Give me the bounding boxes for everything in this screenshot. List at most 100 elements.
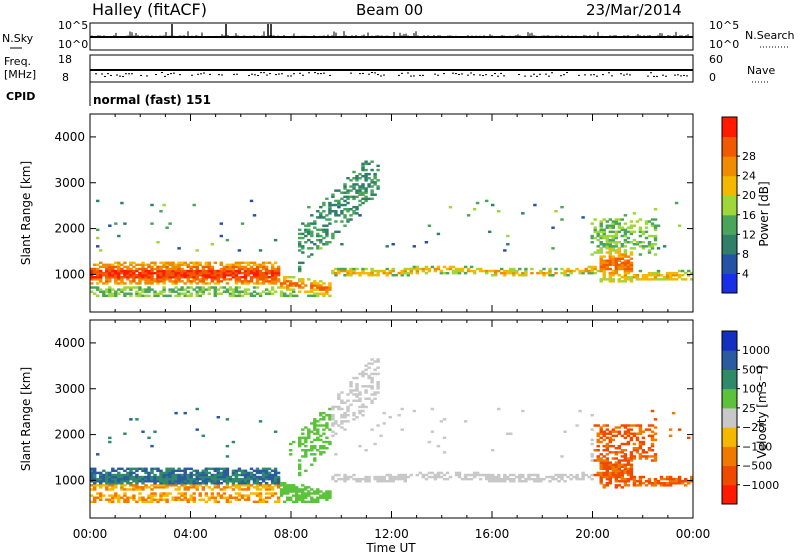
heatmap-cell xyxy=(183,498,187,501)
heatmap-cell xyxy=(605,259,610,262)
heatmap-cell xyxy=(231,477,236,481)
heatmap-cell xyxy=(617,259,622,262)
heatmap-cell xyxy=(93,267,97,271)
heatmap-cell xyxy=(289,280,293,283)
heatmap-cell xyxy=(319,205,323,209)
heatmap-cell xyxy=(629,438,634,442)
heatmap-cell xyxy=(469,265,474,269)
heatmap-cell xyxy=(174,482,178,485)
heatmap-cell xyxy=(629,473,634,477)
heatmap-cell xyxy=(668,484,673,487)
heatmap-cell xyxy=(488,480,492,483)
heatmap-cell xyxy=(177,269,181,273)
heatmap-cell xyxy=(665,477,670,481)
heatmap-cell xyxy=(602,463,606,466)
heatmap-cell xyxy=(249,265,254,269)
heatmap-cell xyxy=(611,269,616,273)
heatmap-cell xyxy=(319,411,323,415)
heatmap-cell xyxy=(117,494,121,497)
heatmap-cell xyxy=(343,401,347,405)
heatmap-cell xyxy=(641,455,646,458)
colorbar-tick-label: 12 xyxy=(742,228,756,241)
heatmap-cell xyxy=(617,463,622,466)
heatmap-cell xyxy=(213,290,218,293)
heatmap-cell xyxy=(659,484,664,487)
heatmap-cell xyxy=(650,243,655,246)
heatmap-cell xyxy=(617,257,622,260)
colorbar-tick-label: 28 xyxy=(742,150,756,163)
heatmap-cell xyxy=(108,473,112,477)
heatmap-cell xyxy=(186,480,190,483)
heatmap-cell xyxy=(174,294,178,298)
heatmap-cell xyxy=(397,271,401,275)
heatmap-cell xyxy=(240,265,245,269)
heatmap-cell xyxy=(93,498,97,501)
heatmap-cell xyxy=(406,267,411,271)
heatmap-cell xyxy=(165,473,169,477)
heatmap-cell xyxy=(316,238,320,242)
heatmap-cell xyxy=(246,267,251,271)
heatmap-cell xyxy=(120,276,124,279)
heatmap-cell xyxy=(593,226,597,229)
heatmap-cell xyxy=(626,276,631,279)
heatmap-cell xyxy=(147,263,151,267)
heatmap-cell xyxy=(608,480,613,483)
heatmap-cell xyxy=(328,494,332,497)
heatmap-cell xyxy=(605,457,610,460)
heatmap-cell xyxy=(156,292,160,295)
heatmap-cell xyxy=(240,267,245,271)
heatmap-cell xyxy=(653,459,658,462)
heatmap-cell xyxy=(503,271,507,275)
heatmap-cell xyxy=(276,267,281,271)
heatmap-cell xyxy=(102,294,106,298)
heatmap-cell xyxy=(189,286,193,289)
heatmap-cell xyxy=(207,276,212,279)
heatmap-cell xyxy=(687,436,691,440)
heatmap-cell xyxy=(310,463,314,466)
heatmap-cell xyxy=(135,486,139,489)
heatmap-cell xyxy=(662,484,667,487)
colorbar-tick-label: 100 xyxy=(742,383,763,396)
heatmap-cell xyxy=(638,226,643,229)
heatmap-cell xyxy=(635,438,640,442)
heatmap-cell xyxy=(605,444,610,448)
heatmap-cell xyxy=(210,265,215,269)
heatmap-cell xyxy=(301,286,305,289)
heatmap-cell xyxy=(144,280,148,283)
heatmap-cell xyxy=(189,274,193,277)
heatmap-cell xyxy=(132,477,136,481)
heatmap-cell xyxy=(171,290,175,293)
heatmap-cell xyxy=(623,424,628,427)
heatmap-cell xyxy=(611,259,616,262)
heatmap-cell xyxy=(129,267,133,271)
heatmap-cell xyxy=(192,480,196,483)
colorbar-segment xyxy=(722,388,737,409)
heatmap-cell xyxy=(207,261,212,265)
heatmap-cell xyxy=(614,269,619,273)
heatmap-cell xyxy=(201,469,206,473)
heatmap-cell xyxy=(144,484,148,487)
heatmap-cell xyxy=(650,409,655,413)
heatmap-cell xyxy=(391,269,395,273)
heatmap-cell xyxy=(228,263,233,267)
heatmap-cell xyxy=(626,259,631,262)
heatmap-cell xyxy=(596,249,600,252)
heatmap-cell xyxy=(352,187,356,190)
heatmap-cell xyxy=(150,203,154,207)
heatmap-cell xyxy=(261,467,266,471)
heatmap-cell xyxy=(632,247,637,250)
heatmap-cell xyxy=(503,269,507,273)
heatmap-cell xyxy=(174,480,178,483)
heatmap-cell xyxy=(249,473,254,477)
heatmap-cell xyxy=(527,473,531,477)
heatmap-cell xyxy=(264,278,269,281)
heatmap-cell xyxy=(400,428,404,431)
heatmap-cell xyxy=(90,278,94,281)
heatmap-cell xyxy=(605,432,610,435)
heatmap-cell xyxy=(599,278,603,281)
heatmap-cell xyxy=(457,471,462,475)
heatmap-cell xyxy=(138,492,142,495)
heatmap-cell xyxy=(204,467,209,471)
heatmap-cell xyxy=(370,185,374,188)
heatmap-cell xyxy=(641,440,646,444)
